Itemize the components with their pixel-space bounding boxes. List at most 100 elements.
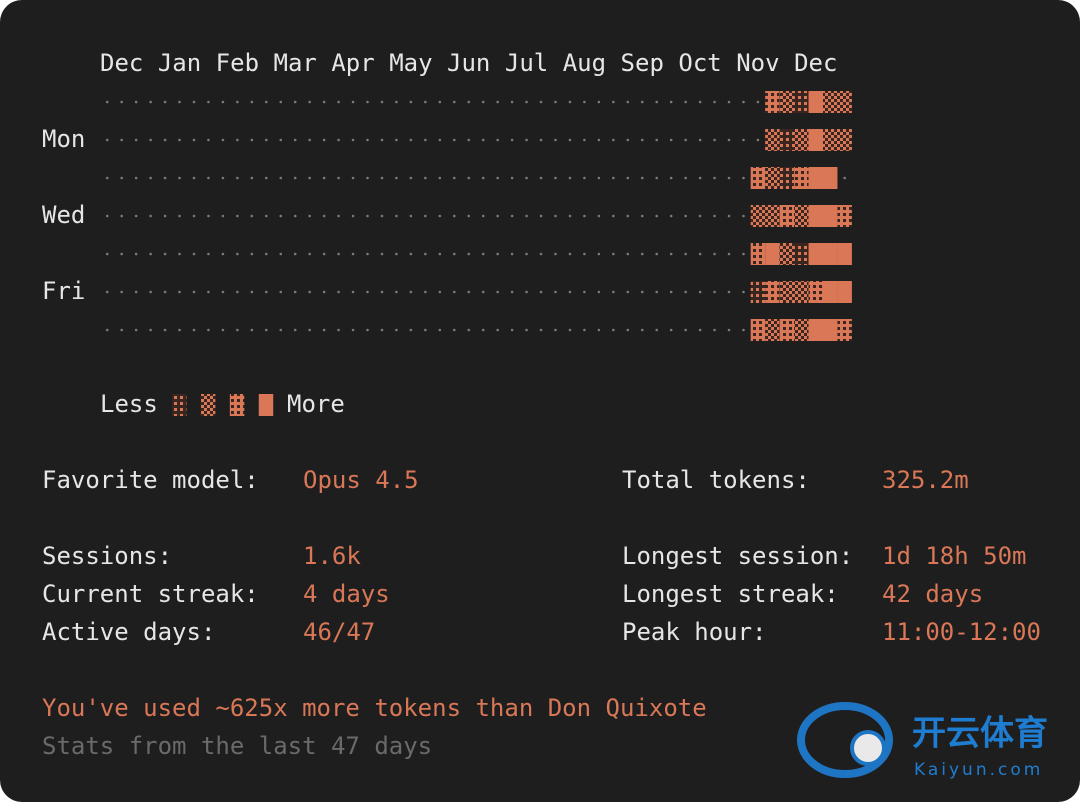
empty-cell [395, 328, 398, 332]
empty-cell [395, 100, 398, 104]
empty-cell [322, 100, 326, 104]
empty-cell [539, 214, 543, 218]
activity-cell [750, 205, 766, 227]
empty-cell [192, 252, 196, 256]
empty-cell [640, 176, 644, 180]
day-label: Fri [42, 277, 85, 305]
empty-cell [322, 176, 326, 180]
activity-cell [837, 243, 852, 265]
empty-cell [612, 290, 615, 294]
empty-cell [698, 100, 702, 104]
empty-cell [655, 100, 659, 104]
empty-cell [250, 290, 254, 294]
empty-cell [640, 214, 644, 218]
activity-cell [750, 167, 766, 189]
stat-value: Opus 4.5 [303, 466, 419, 494]
empty-cell [655, 214, 659, 218]
empty-cell [597, 176, 601, 180]
activity-cell [779, 91, 795, 113]
empty-cell [640, 138, 644, 142]
month-label: Sep [621, 49, 664, 77]
empty-cell [713, 100, 716, 104]
empty-cell [452, 214, 456, 218]
empty-cell [597, 252, 601, 256]
empty-cell [192, 328, 196, 332]
empty-cell [626, 328, 630, 332]
empty-cell [366, 328, 369, 332]
activity-cell [837, 129, 852, 151]
empty-cell [669, 214, 673, 218]
empty-cell [163, 252, 167, 256]
empty-cell [583, 328, 586, 332]
empty-cell [525, 252, 528, 256]
empty-cell [525, 176, 528, 180]
empty-cell [380, 328, 384, 332]
month-label: Jun [447, 49, 490, 77]
activity-cell [765, 129, 780, 151]
empty-cell [236, 176, 239, 180]
empty-cell [481, 138, 485, 142]
empty-cell [597, 214, 601, 218]
empty-cell [727, 176, 731, 180]
empty-cell [640, 328, 644, 332]
empty-cell [293, 328, 297, 332]
empty-cell [496, 138, 499, 142]
empty-cell [727, 290, 731, 294]
activity-cell [779, 167, 795, 189]
empty-cell [279, 100, 283, 104]
activity-cell [794, 243, 809, 265]
empty-cell [525, 100, 528, 104]
empty-cell [742, 290, 745, 294]
empty-cell [510, 252, 514, 256]
empty-cell [409, 100, 413, 104]
activity-cell [823, 129, 838, 151]
activity-cell [823, 281, 838, 303]
empty-cell [655, 252, 659, 256]
empty-cell [438, 214, 442, 218]
empty-cell [207, 252, 210, 256]
activity-cell [808, 205, 823, 227]
empty-cell [308, 252, 311, 256]
empty-cell [438, 290, 442, 294]
empty-cell [525, 290, 528, 294]
empty-cell [727, 214, 731, 218]
empty-cell [510, 214, 514, 218]
empty-cell [568, 214, 572, 218]
activity-cell [765, 167, 780, 189]
legend-less: Less [100, 390, 158, 418]
empty-cell [236, 290, 239, 294]
empty-cell [250, 252, 254, 256]
empty-cell [120, 100, 123, 104]
activity-cell [837, 91, 852, 113]
empty-cell [380, 176, 384, 180]
empty-cell [713, 252, 716, 256]
empty-cell [496, 290, 499, 294]
empty-cell [105, 252, 109, 256]
empty-cell [684, 138, 687, 142]
empty-cell [351, 328, 355, 332]
empty-cell [105, 290, 109, 294]
activity-cell [172, 394, 187, 416]
empty-cell [337, 290, 340, 294]
empty-cell [308, 138, 311, 142]
activity-cell [765, 91, 780, 113]
month-label: Jul [505, 49, 548, 77]
empty-cell [120, 214, 123, 218]
empty-cell [149, 290, 152, 294]
empty-cell [395, 176, 398, 180]
month-label: Oct [678, 49, 721, 77]
activity-cell [229, 394, 245, 416]
empty-cell [279, 252, 283, 256]
empty-cell [207, 214, 210, 218]
empty-cell [322, 214, 326, 218]
empty-cell [207, 138, 210, 142]
empty-cell [351, 214, 355, 218]
empty-cell [424, 290, 427, 294]
empty-cell [163, 214, 167, 218]
empty-cell [279, 290, 283, 294]
empty-cell [134, 252, 138, 256]
empty-cell [120, 290, 123, 294]
activity-cell [750, 243, 766, 265]
empty-cell [424, 214, 427, 218]
empty-cell [149, 100, 152, 104]
